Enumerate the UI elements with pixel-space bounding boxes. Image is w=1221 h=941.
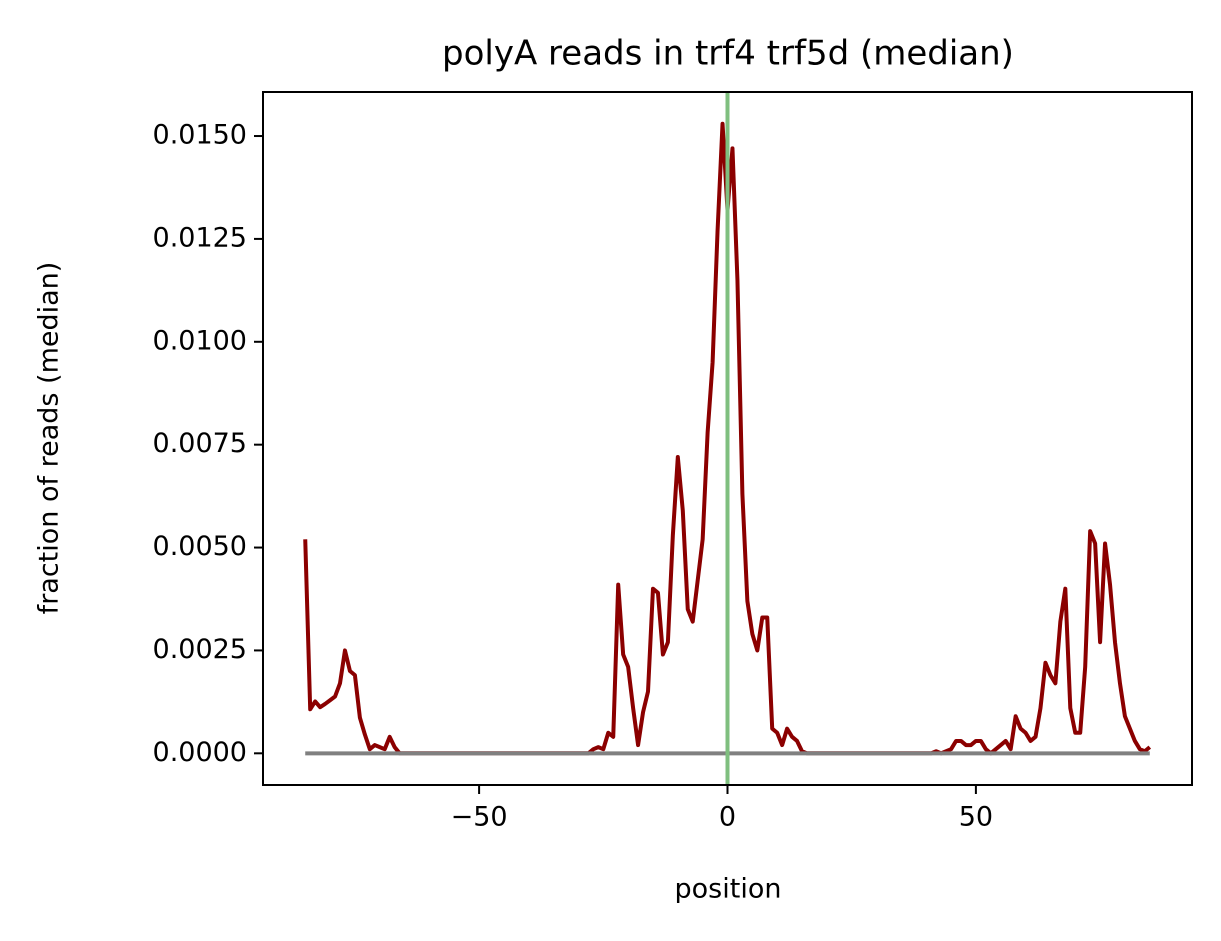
plot-frame bbox=[262, 91, 1193, 786]
y-tick-label: 0.0050 bbox=[153, 531, 247, 562]
chart-title: polyA reads in trf4 trf5d (median) bbox=[442, 34, 1014, 74]
y-tick-label: 0.0125 bbox=[153, 222, 247, 253]
y-tick-label: 0.0000 bbox=[153, 737, 247, 768]
x-tick-label: 50 bbox=[959, 802, 993, 833]
y-tick-label: 0.0025 bbox=[153, 634, 247, 665]
y-tick-label: 0.0100 bbox=[153, 325, 247, 356]
x-tick-label: −50 bbox=[451, 802, 508, 833]
x-axis-label: position bbox=[675, 874, 782, 905]
x-tick-label: 0 bbox=[719, 802, 736, 833]
y-tick-label: 0.0150 bbox=[153, 120, 247, 151]
y-axis-label: fraction of reads (median) bbox=[34, 262, 65, 615]
y-tick-label: 0.0075 bbox=[153, 428, 247, 459]
